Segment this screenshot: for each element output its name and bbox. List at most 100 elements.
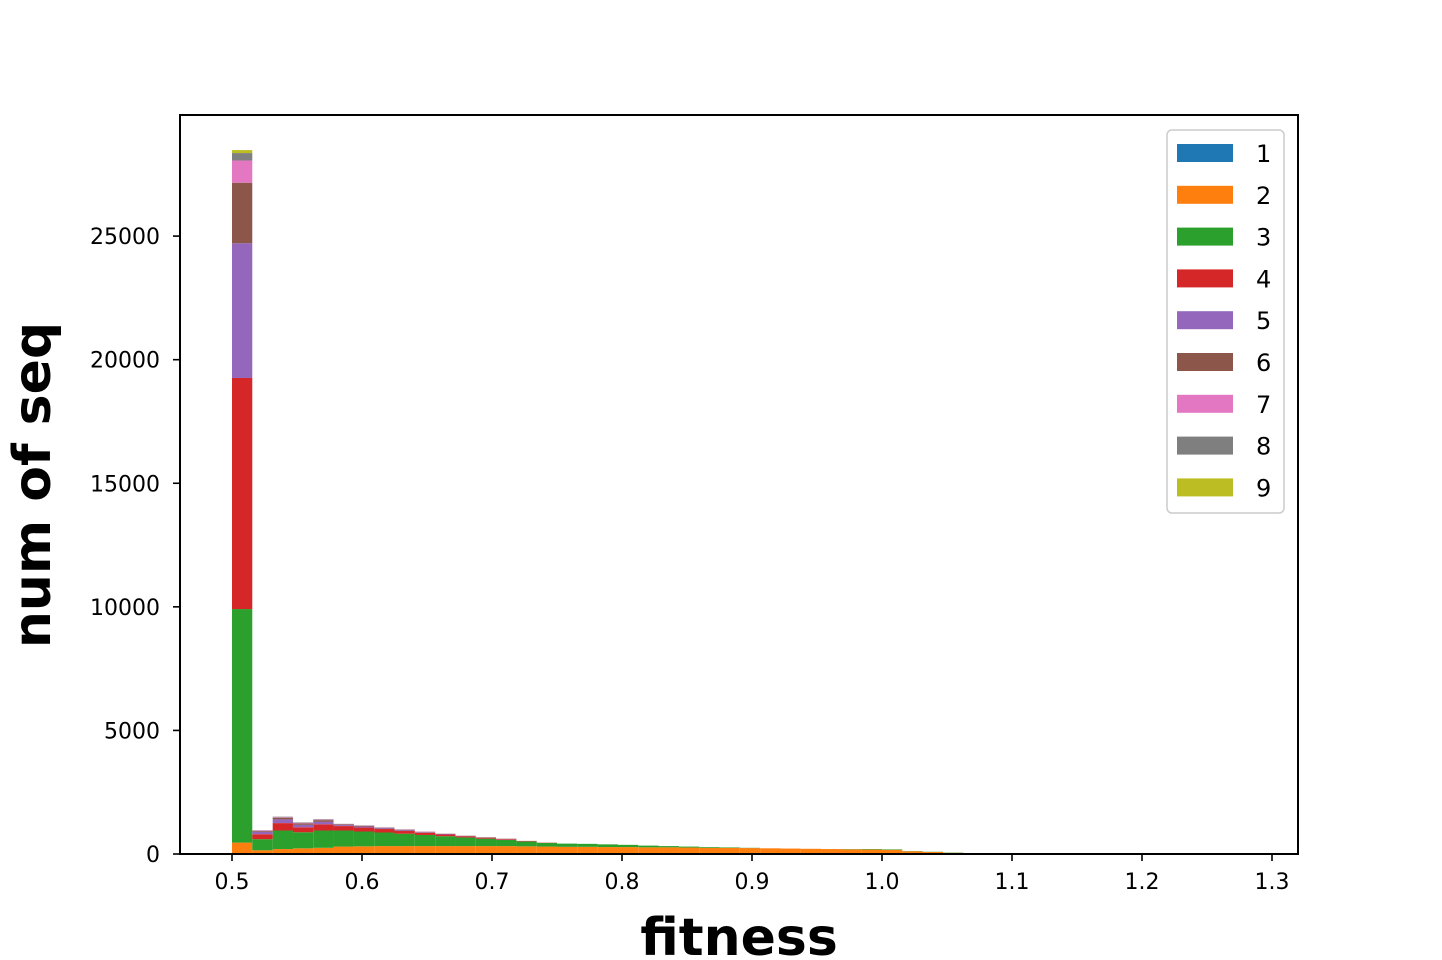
bar-series-2-bin-11	[455, 846, 476, 854]
legend-swatch-3	[1177, 227, 1233, 246]
y-tick-label: 15000	[90, 472, 160, 497]
bar-series-2-bin-16	[557, 846, 578, 854]
bar-series-2-bin-31	[861, 849, 882, 854]
legend-label-5: 5	[1256, 307, 1271, 335]
bar-series-4-bin-3	[292, 827, 314, 833]
bar-series-4-bin-6	[353, 827, 375, 832]
bar-series-3-bin-1	[252, 839, 273, 851]
x-tick-label: 1.2	[1125, 870, 1160, 895]
bar-series-2-bin-20	[638, 847, 659, 854]
bar-series-2-bin-17	[577, 846, 598, 854]
bar-series-8-bin-0	[232, 153, 253, 161]
bar-series-5-bin-4	[313, 821, 334, 825]
legend-label-8: 8	[1256, 433, 1271, 461]
bar-series-4-bin-10	[435, 834, 456, 837]
bar-series-6-bin-0	[232, 182, 253, 244]
x-axis-title: fitness	[640, 908, 838, 960]
bar-series-2-bin-12	[475, 846, 497, 854]
bar-series-4-bin-2	[272, 823, 293, 831]
bar-series-3-bin-17	[577, 843, 598, 847]
bar-series-4-bin-0	[232, 377, 253, 610]
x-tick-label: 1.0	[865, 870, 900, 895]
bar-series-3-bin-2	[272, 830, 293, 850]
bar-series-2-bin-15	[536, 846, 557, 854]
bar-series-5-bin-1	[252, 831, 273, 835]
bar-series-2-bin-23	[699, 847, 720, 854]
bar-series-3-bin-23	[699, 847, 720, 848]
legend: 1 2 3 4 5 6 7 8 9	[1166, 129, 1285, 514]
bar-series-3-bin-3	[292, 832, 314, 849]
bar-series-3-bin-15	[536, 842, 557, 847]
y-axis-title: num of seq	[3, 322, 63, 648]
bar-series-3-bin-20	[638, 845, 659, 848]
legend-swatch-5	[1177, 311, 1233, 330]
y-tick-label: 5000	[104, 719, 160, 744]
legend-label-6: 6	[1256, 349, 1271, 377]
bar-series-3-bin-16	[557, 843, 578, 847]
bar-series-5-bin-3	[292, 824, 314, 828]
bar-series-2-bin-21	[658, 847, 679, 854]
bar-series-6-bin-6	[353, 825, 375, 827]
bar-series-2-bin-0	[232, 842, 253, 854]
bars-layer	[232, 150, 984, 854]
bar-series-5-bin-7	[374, 828, 395, 830]
bar-series-4-bin-12	[475, 837, 497, 839]
bar-series-5-bin-8	[394, 830, 415, 832]
y-tick-label: 20000	[90, 349, 160, 374]
bar-series-2-bin-24	[719, 847, 740, 854]
bar-series-3-bin-18	[597, 844, 618, 848]
bar-series-6-bin-2	[272, 817, 293, 820]
x-tick-label: 0.7	[475, 870, 510, 895]
bar-series-3-bin-7	[374, 832, 395, 847]
legend-swatch-4	[1177, 269, 1233, 288]
bar-series-2-bin-27	[780, 848, 801, 854]
bar-series-5-bin-6	[353, 826, 375, 828]
x-tick-label: 1.1	[995, 870, 1030, 895]
legend-label-2: 2	[1256, 182, 1271, 210]
legend-swatch-9	[1177, 478, 1233, 497]
bar-series-4-bin-7	[374, 829, 395, 833]
plot-frame	[179, 114, 1299, 855]
bar-series-2-bin-14	[516, 846, 537, 854]
bar-series-3-bin-9	[414, 834, 436, 847]
bar-series-2-bin-1	[252, 850, 273, 854]
legend-label-9: 9	[1256, 474, 1271, 502]
bar-series-2-bin-22	[678, 847, 700, 854]
bar-series-2-bin-32	[882, 849, 903, 854]
bar-series-4-bin-1	[252, 834, 273, 840]
legend-swatch-2	[1177, 185, 1233, 204]
bar-series-3-bin-11	[455, 837, 476, 847]
bar-series-2-bin-28	[800, 848, 822, 854]
y-tick-label: 25000	[90, 225, 160, 250]
bar-series-4-bin-4	[313, 824, 334, 831]
bar-series-4-bin-5	[333, 826, 354, 831]
bar-series-2-bin-26	[760, 848, 781, 854]
bar-series-3-bin-4	[313, 830, 334, 848]
x-tick-label: 0.9	[735, 870, 770, 895]
y-tick-label: 0	[146, 843, 160, 868]
bar-series-2-bin-33	[902, 851, 923, 854]
bar-series-2-bin-19	[617, 847, 639, 854]
bar-series-2-bin-13	[496, 846, 517, 854]
bar-series-2-bin-10	[435, 846, 456, 854]
bar-series-3-bin-10	[435, 836, 456, 847]
bar-series-6-bin-1	[252, 831, 273, 832]
bar-series-9-bin-0	[232, 150, 253, 154]
bar-series-2-bin-5	[333, 846, 354, 854]
bar-series-6-bin-3	[292, 823, 314, 825]
bar-series-2-bin-29	[821, 849, 842, 854]
legend-swatch-7	[1177, 394, 1233, 413]
y-axis-ticks: 0 5000 10000 15000 20000 25000	[90, 225, 180, 868]
legend-swatch-1	[1177, 144, 1233, 162]
legend-swatch-8	[1177, 436, 1233, 455]
bar-series-4-bin-13	[496, 839, 517, 840]
bar-series-2-bin-25	[739, 848, 761, 854]
x-tick-label: 0.5	[215, 870, 250, 895]
bar-series-5-bin-0	[232, 243, 253, 378]
x-tick-label: 1.3	[1255, 870, 1290, 895]
bar-series-2-bin-18	[597, 847, 618, 854]
bar-series-6-bin-4	[313, 820, 334, 822]
bar-series-7-bin-0	[232, 160, 253, 183]
x-tick-label: 0.8	[605, 870, 640, 895]
bar-series-3-bin-21	[658, 846, 679, 848]
